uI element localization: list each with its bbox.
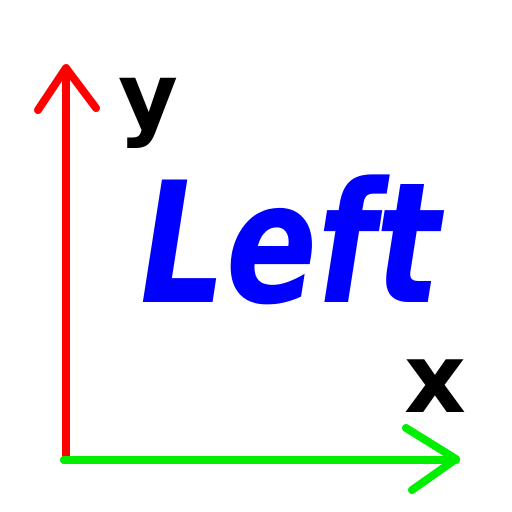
y-axis-label: y [118,43,178,150]
x-axis-label: x [404,323,466,435]
x-axis-arrowhead [402,424,460,494]
title-text: Left [140,146,445,342]
x-axis-arrow [60,424,460,494]
y-axis-arrowhead [34,64,100,114]
y-axis-arrow [34,64,100,464]
